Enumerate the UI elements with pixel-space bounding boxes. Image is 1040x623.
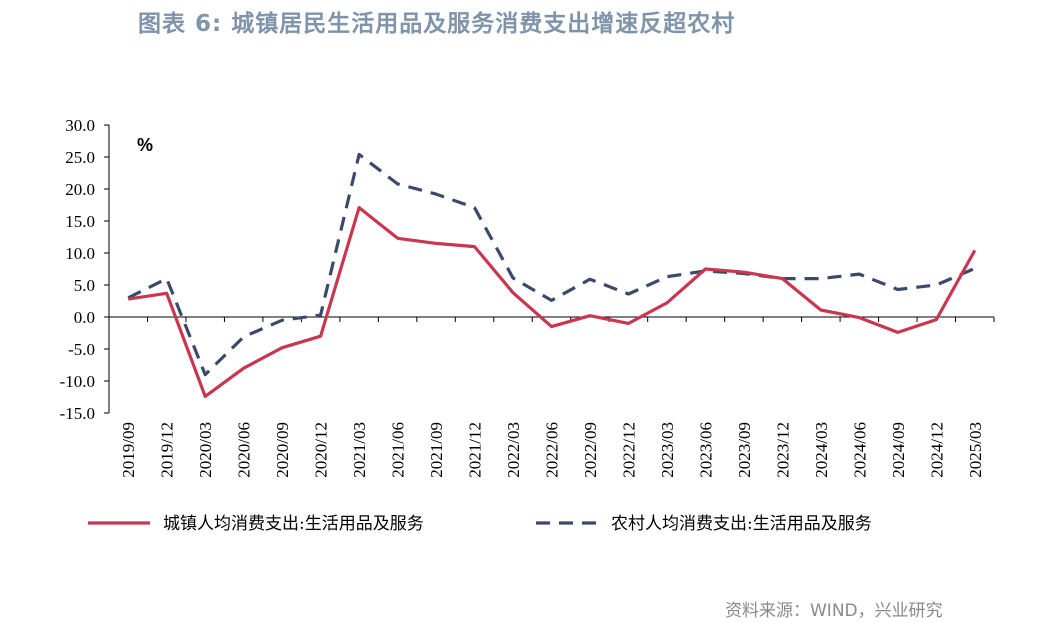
y-tick-label: -10.0: [60, 372, 95, 391]
y-tick-label: 25.0: [65, 148, 95, 167]
y-tick-label: 5.0: [74, 276, 95, 295]
y-axis-tick-labels: 30.0 25.0 20.0 15.0 10.0 5.0 0.0 -5.0 -10.0 -15.0: [60, 116, 95, 423]
x-tick-label: 2021/06: [389, 422, 408, 478]
y-tick-label: 30.0: [65, 116, 95, 135]
y-tick-label: -5.0: [68, 340, 95, 359]
x-tick-label: 2019/09: [119, 422, 138, 478]
unit-label: %: [137, 135, 153, 155]
legend-label-1: 城镇人均消费支出:生活用品及服务: [163, 514, 424, 534]
x-tick-label: 2021/12: [466, 422, 485, 478]
x-tick-label: 2020/09: [273, 422, 292, 478]
x-tick-label: 2025/03: [966, 422, 985, 478]
y-tick-label: -15.0: [60, 404, 95, 423]
series-lines: [127, 152, 977, 398]
x-tick-label: 2020/12: [312, 422, 331, 478]
x-tick-label: 2024/06: [850, 422, 869, 478]
x-tick-label: 2023/03: [658, 422, 677, 478]
y-tick-label: 20.0: [65, 180, 95, 199]
series-line-urban: [127, 206, 977, 398]
x-tick-label: 2024/12: [927, 422, 946, 478]
y-tick-label: 0.0: [74, 308, 95, 327]
y-tick-label: 10.0: [65, 244, 95, 263]
x-tick-label: 2023/09: [735, 422, 754, 478]
x-tick-label: 2024/09: [889, 422, 908, 478]
x-tick-label: 2020/03: [196, 422, 215, 478]
series-line-rural: [127, 152, 976, 377]
chart-title: 图表 6: 城镇居民生活用品及服务消费支出增速反超农村: [138, 11, 736, 37]
x-tick-label: 2021/03: [350, 422, 369, 478]
x-tick-label: 2023/12: [773, 422, 792, 478]
x-axis-tick-labels: 2019/09 2019/12 2020/03 2020/06 2020/09 2020/…: [119, 422, 985, 478]
x-tick-label: 2022/12: [619, 422, 638, 478]
x-tick-label: 2022/09: [581, 422, 600, 478]
x-tick-label: 2021/09: [427, 422, 446, 478]
x-tick-label: 2023/06: [696, 422, 715, 478]
x-tick-label: 2020/06: [235, 422, 254, 478]
source-note: 资料来源：WIND，兴业研究: [725, 601, 943, 621]
legend: 城镇人均消费支出:生活用品及服务 农村人均消费支出:生活用品及服务: [88, 514, 872, 534]
x-tick-label: 2022/03: [504, 422, 523, 478]
axes: [104, 124, 995, 414]
x-tick-label: 2019/12: [158, 422, 177, 478]
y-tick-label: 15.0: [65, 212, 95, 231]
legend-label-2: 农村人均消费支出:生活用品及服务: [611, 514, 872, 534]
x-tick-label: 2022/06: [543, 422, 562, 478]
x-tick-label: 2024/03: [812, 422, 831, 478]
